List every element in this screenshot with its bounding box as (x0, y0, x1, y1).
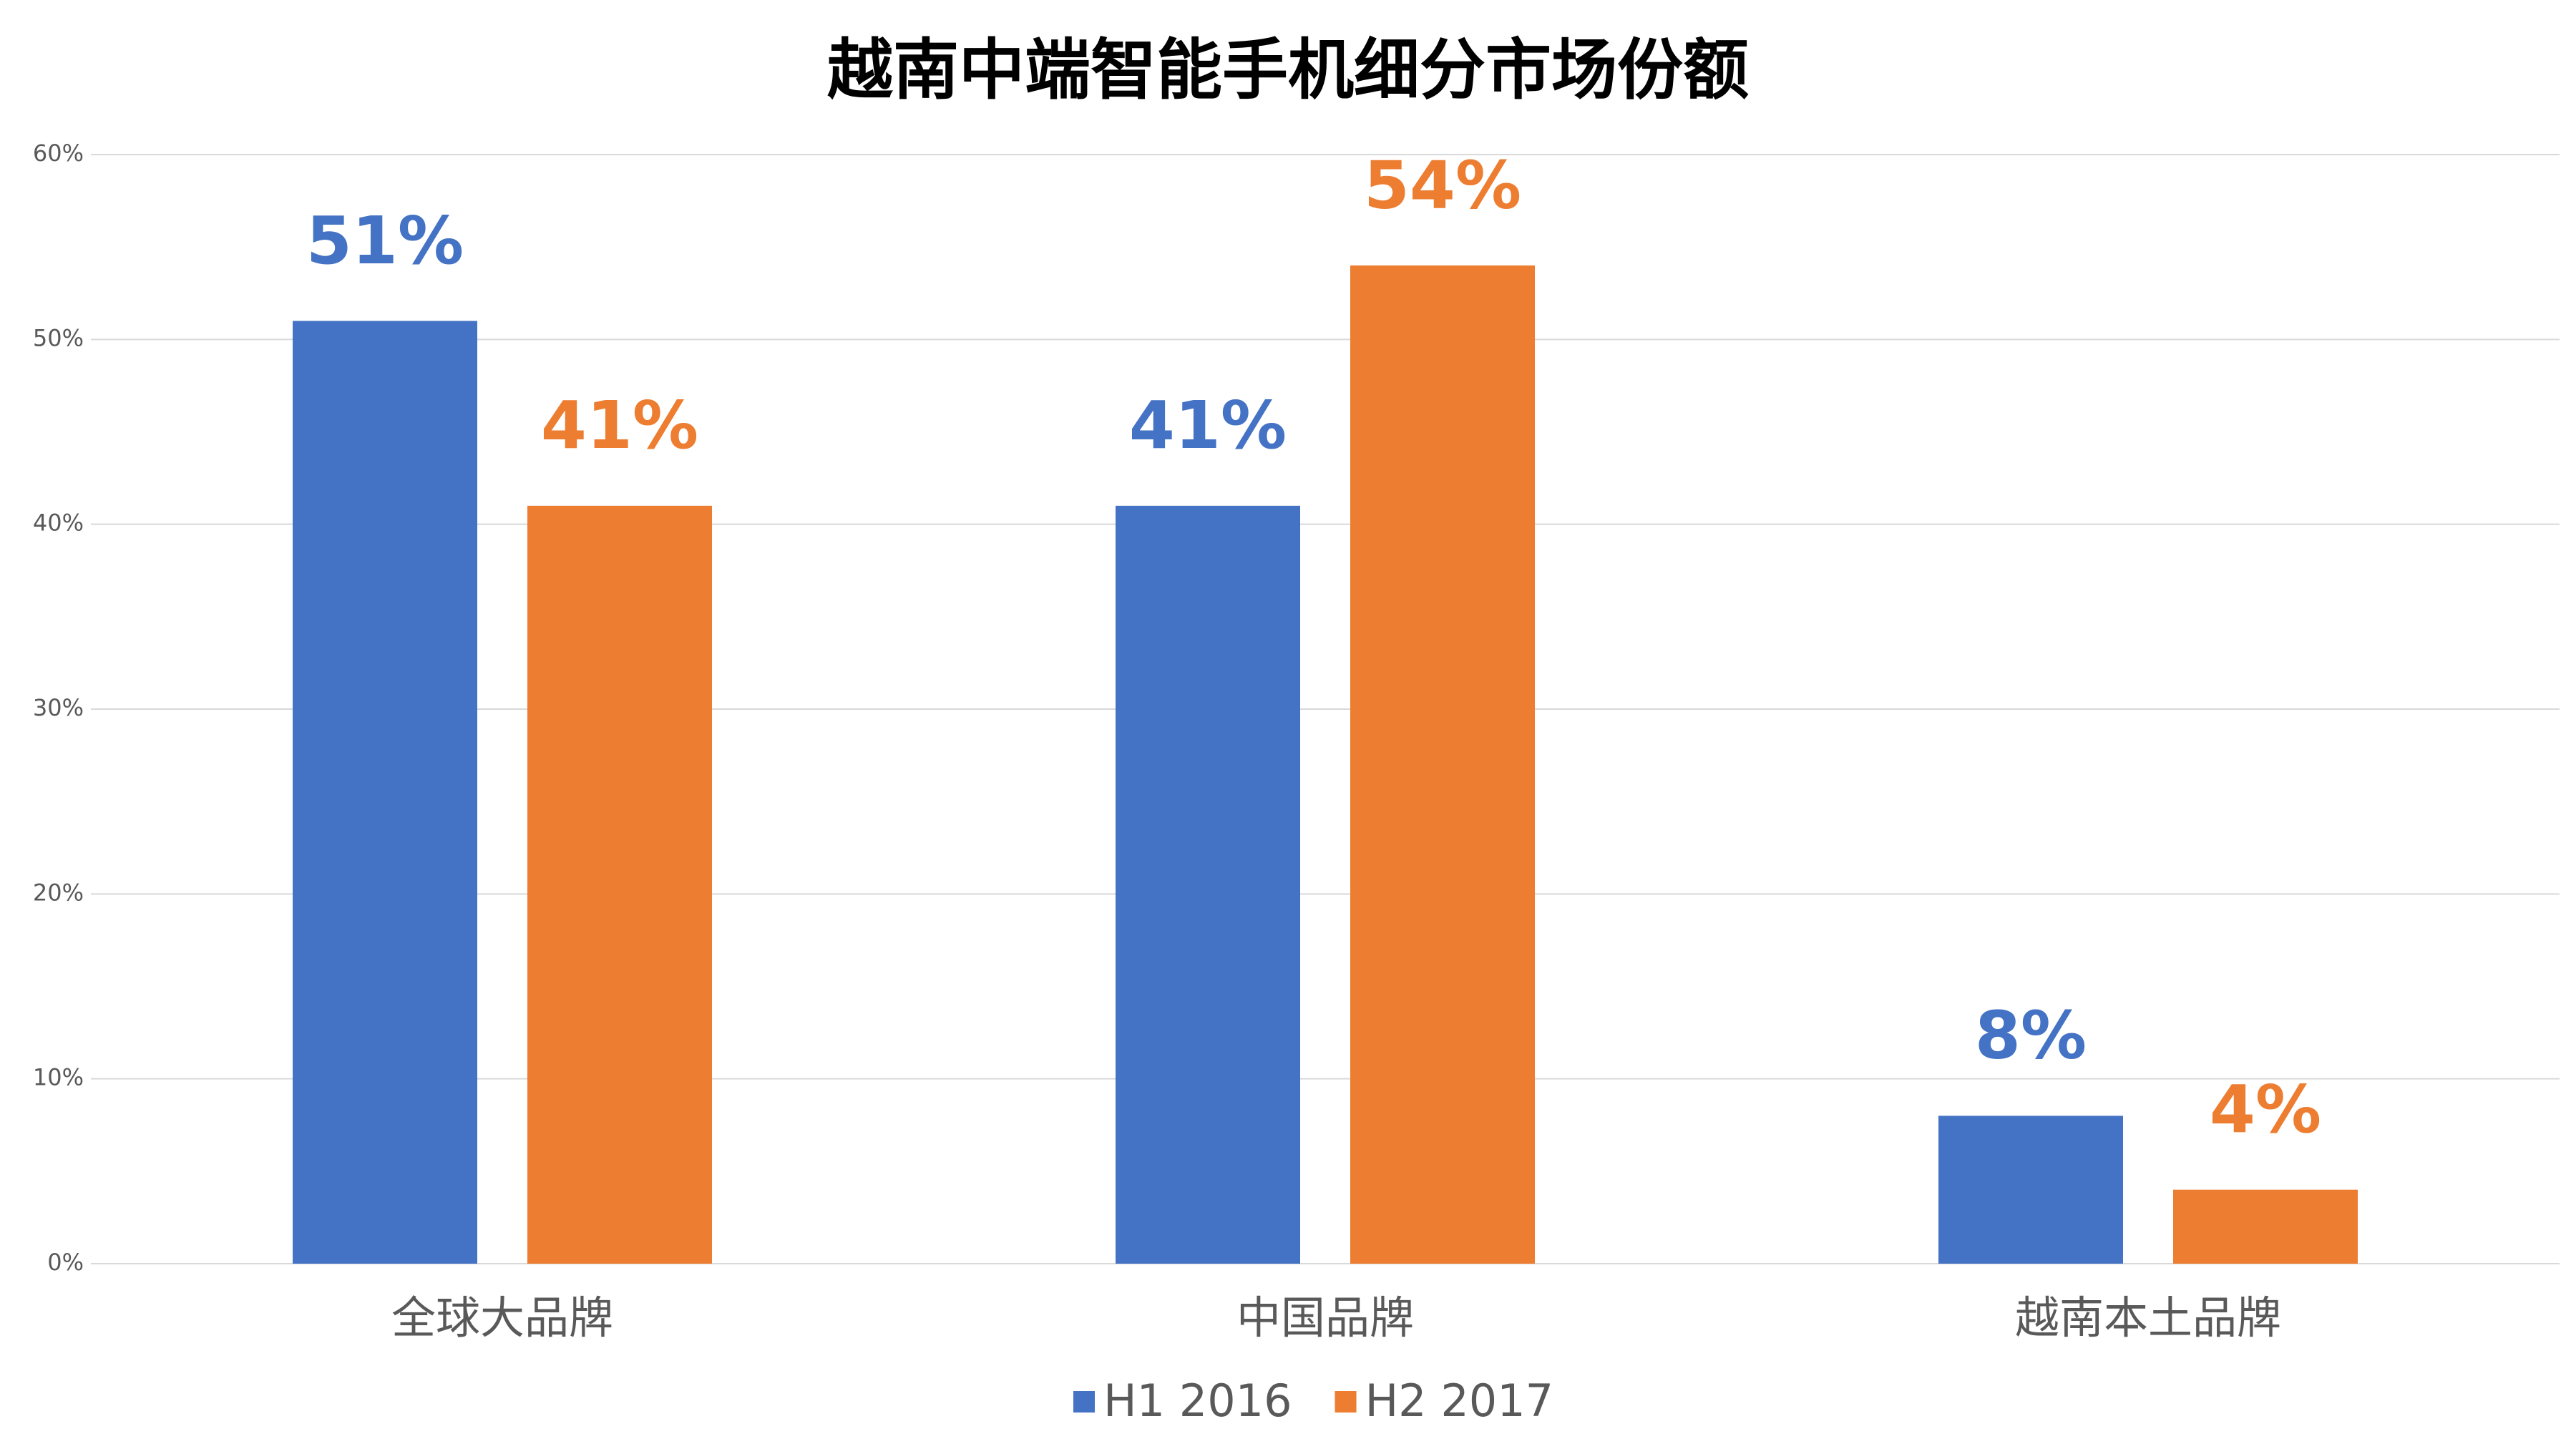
y-tick-label: 30% (33, 694, 84, 721)
bar (1938, 1116, 2123, 1264)
bar (2173, 1189, 2358, 1264)
y-tick-label: 60% (33, 140, 84, 167)
y-tick-label: 0% (47, 1249, 84, 1276)
legend-swatch (1073, 1391, 1095, 1413)
legend-label: H1 2016 (1103, 1375, 1292, 1427)
data-label: 51% (306, 203, 464, 279)
chart-title: 越南中端智能手机细分市场份额 (827, 31, 1749, 108)
data-label: 41% (541, 387, 698, 464)
legend-swatch (1335, 1391, 1357, 1413)
x-tick-label: 中国品牌 (1236, 1292, 1414, 1344)
legend-label: H2 2017 (1365, 1375, 1554, 1427)
data-label: 8% (1975, 997, 2087, 1074)
y-tick-label: 40% (33, 509, 84, 537)
x-tick-label: 越南本土品牌 (2015, 1292, 2281, 1344)
data-label: 41% (1129, 387, 1287, 464)
data-label: 4% (2210, 1071, 2321, 1148)
y-tick-label: 50% (33, 324, 84, 351)
y-tick-label: 20% (33, 879, 84, 906)
bar (1350, 265, 1535, 1264)
data-label: 54% (1364, 147, 1521, 223)
bar (293, 321, 477, 1264)
y-tick-label: 10% (33, 1064, 84, 1091)
bar (527, 505, 712, 1264)
bar (1116, 505, 1300, 1264)
x-tick-label: 全球大品牌 (391, 1292, 613, 1344)
